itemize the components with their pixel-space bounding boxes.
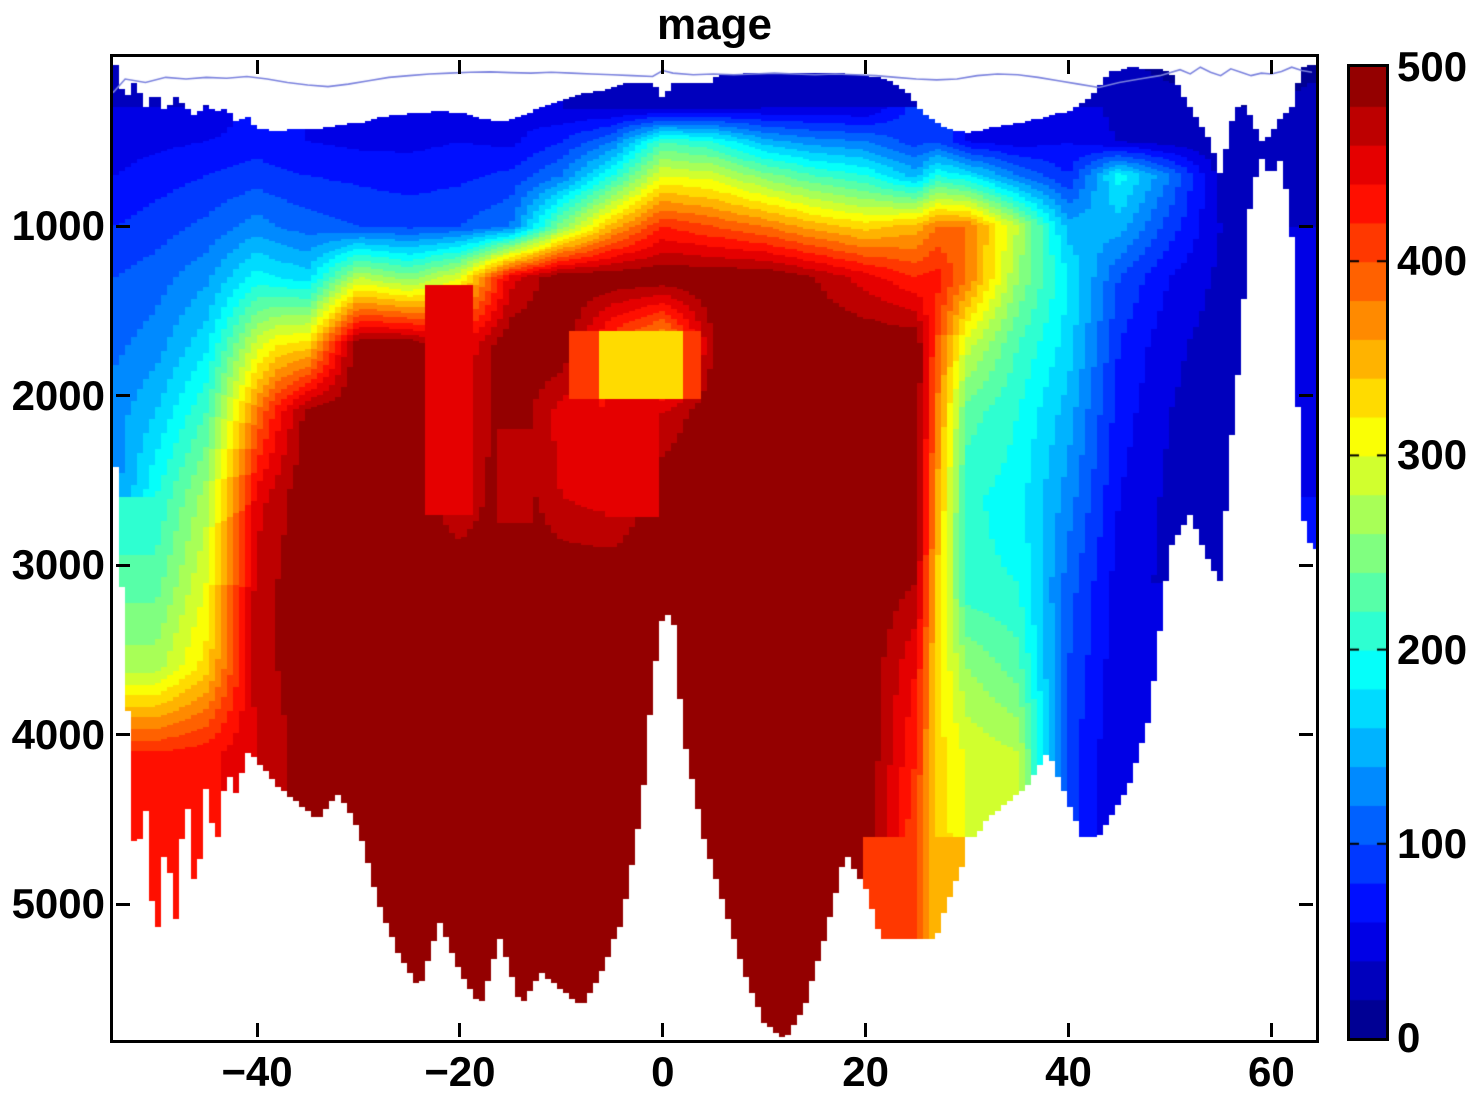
x-tick-mark-top bbox=[864, 60, 868, 74]
y-tick-label: 2000 bbox=[11, 371, 105, 419]
age-section-canvas bbox=[113, 57, 1316, 1040]
y-tick-mark-right bbox=[1299, 733, 1313, 737]
y-tick-mark-right bbox=[1299, 902, 1313, 906]
x-tick-mark-top bbox=[1067, 60, 1070, 74]
x-tick-mark-bottom bbox=[661, 1023, 665, 1037]
x-tick-mark-bottom bbox=[1269, 1023, 1273, 1037]
y-tick-mark-right bbox=[1299, 394, 1313, 398]
colorbar-tick-label: 400 bbox=[1397, 237, 1468, 285]
y-tick-mark-right bbox=[1299, 224, 1313, 228]
x-tick-mark-top bbox=[661, 60, 665, 74]
colorbar-tick-label: 500 bbox=[1397, 43, 1468, 90]
y-tick-label: 5000 bbox=[11, 880, 105, 928]
y-tick-label: 4000 bbox=[11, 710, 105, 758]
colorbar-frame bbox=[1347, 64, 1389, 1041]
colorbar-tick-label: 200 bbox=[1397, 625, 1468, 673]
x-tick-label: 40 bbox=[1045, 1048, 1092, 1095]
y-tick-mark-right bbox=[1299, 563, 1313, 567]
y-tick-label: 3000 bbox=[11, 541, 105, 589]
x-tick-label: −20 bbox=[424, 1048, 496, 1095]
y-tick-mark-left bbox=[116, 733, 130, 737]
x-tick-label: −40 bbox=[221, 1048, 293, 1095]
x-tick-mark-top bbox=[255, 60, 259, 74]
y-tick-mark-left bbox=[116, 224, 130, 228]
y-tick-mark-left bbox=[116, 563, 130, 567]
x-tick-mark-bottom bbox=[1067, 1023, 1070, 1037]
y-tick-label: 1000 bbox=[11, 202, 105, 250]
colorbar-tick-label: 100 bbox=[1397, 819, 1468, 867]
x-tick-mark-bottom bbox=[458, 1023, 462, 1037]
y-tick-mark-left bbox=[116, 902, 130, 906]
colorbar-tick-label: 0 bbox=[1397, 1014, 1421, 1061]
colorbar-tick-label: 300 bbox=[1397, 431, 1468, 479]
x-tick-label: 0 bbox=[651, 1048, 675, 1095]
x-tick-mark-bottom bbox=[255, 1023, 259, 1037]
x-tick-mark-top bbox=[1269, 60, 1273, 74]
x-tick-mark-bottom bbox=[864, 1023, 868, 1037]
y-tick-mark-left bbox=[116, 394, 130, 398]
x-tick-label: 60 bbox=[1248, 1048, 1295, 1095]
chart-title: mage bbox=[657, 0, 772, 49]
x-tick-mark-top bbox=[458, 60, 462, 74]
colorbar-canvas bbox=[1350, 67, 1386, 1038]
x-tick-label: 20 bbox=[842, 1048, 889, 1095]
